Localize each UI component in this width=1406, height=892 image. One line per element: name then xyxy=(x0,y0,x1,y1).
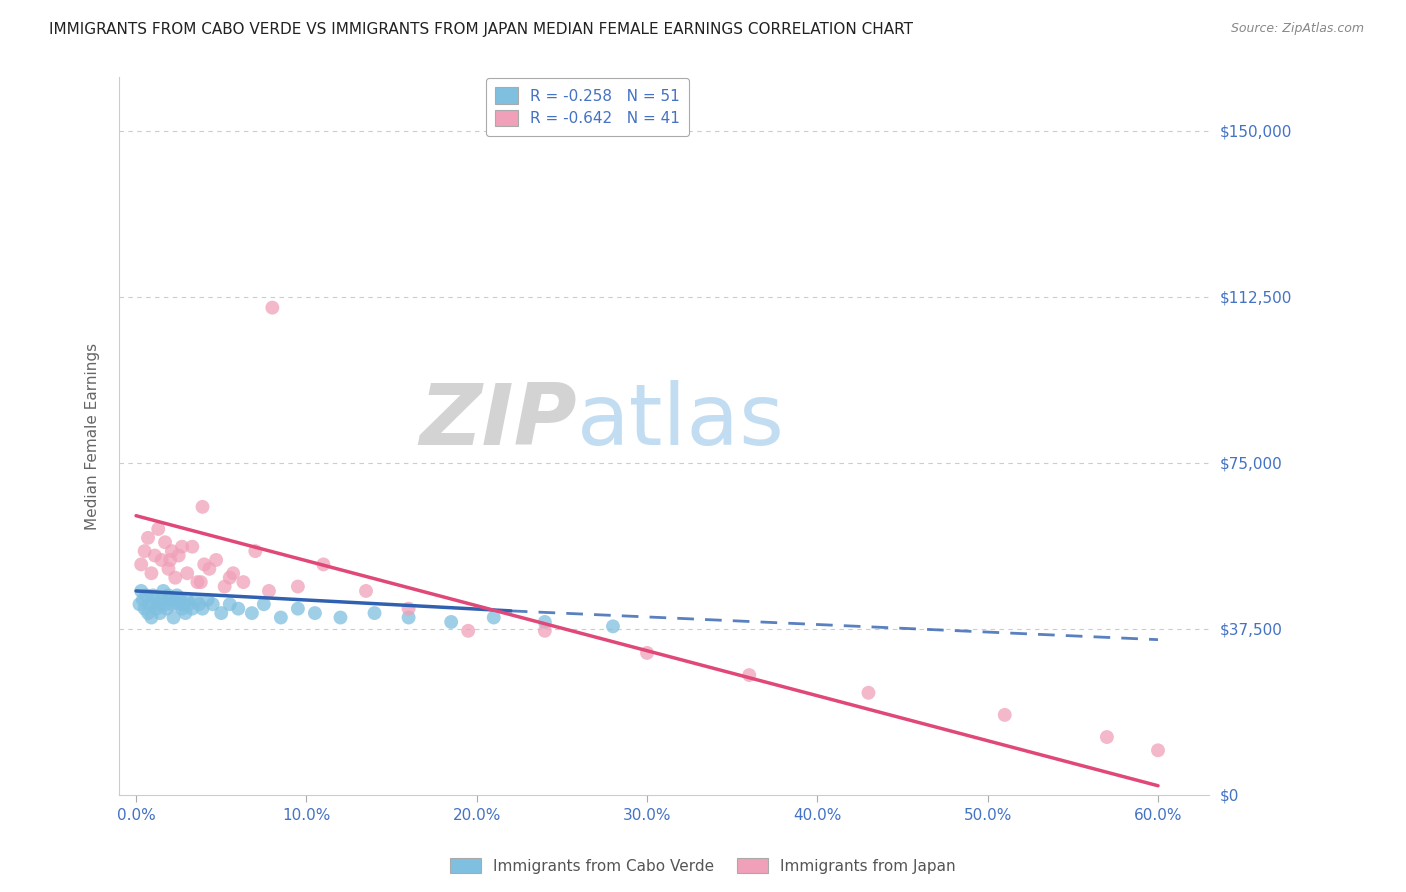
Point xyxy=(218,571,240,585)
Point xyxy=(270,610,292,624)
Point xyxy=(186,575,208,590)
Point xyxy=(129,584,152,599)
Point xyxy=(262,301,284,315)
Point xyxy=(149,606,172,620)
Point xyxy=(197,592,219,607)
Point xyxy=(191,500,214,514)
Point xyxy=(176,592,198,607)
Point xyxy=(232,575,254,590)
Point xyxy=(304,606,326,620)
Point xyxy=(145,601,167,615)
Point xyxy=(245,544,267,558)
Y-axis label: Median Female Earnings: Median Female Earnings xyxy=(86,343,100,530)
Point xyxy=(287,580,309,594)
Point xyxy=(190,575,212,590)
Point xyxy=(287,601,309,615)
Point xyxy=(240,606,263,620)
Point xyxy=(157,562,180,576)
Point xyxy=(159,592,181,607)
Point xyxy=(398,601,420,615)
Point xyxy=(148,597,170,611)
Text: ZIP: ZIP xyxy=(419,380,576,463)
Point xyxy=(181,540,204,554)
Point xyxy=(174,606,197,620)
Point xyxy=(170,540,193,554)
Point xyxy=(205,553,228,567)
Point xyxy=(354,584,377,599)
Point xyxy=(148,522,170,536)
Point xyxy=(173,597,195,611)
Point xyxy=(129,558,152,572)
Point xyxy=(209,606,232,620)
Point xyxy=(135,588,157,602)
Point xyxy=(191,601,214,615)
Point xyxy=(159,553,181,567)
Point xyxy=(162,610,184,624)
Point xyxy=(156,601,179,615)
Point xyxy=(160,597,183,611)
Point xyxy=(363,606,385,620)
Point xyxy=(166,588,188,602)
Point xyxy=(994,707,1017,722)
Point xyxy=(167,549,190,563)
Point xyxy=(128,597,150,611)
Point xyxy=(201,597,224,611)
Point xyxy=(312,558,335,572)
Point xyxy=(398,610,420,624)
Point xyxy=(440,615,463,629)
Point xyxy=(134,601,156,615)
Point xyxy=(165,571,187,585)
Point xyxy=(169,592,191,607)
Point xyxy=(141,566,163,581)
Point xyxy=(482,610,505,624)
Point xyxy=(602,619,624,633)
Point xyxy=(134,544,156,558)
Point xyxy=(226,601,249,615)
Point xyxy=(329,610,352,624)
Point xyxy=(214,580,236,594)
Point xyxy=(143,592,166,607)
Text: Source: ZipAtlas.com: Source: ZipAtlas.com xyxy=(1230,22,1364,36)
Point xyxy=(141,610,163,624)
Point xyxy=(222,566,245,581)
Point xyxy=(165,592,187,607)
Point xyxy=(138,597,160,611)
Point xyxy=(142,588,165,602)
Point xyxy=(193,558,215,572)
Point xyxy=(153,535,176,549)
Point xyxy=(136,606,159,620)
Point xyxy=(150,553,173,567)
Point xyxy=(257,584,280,599)
Point xyxy=(218,597,240,611)
Point xyxy=(157,588,180,602)
Point xyxy=(1095,730,1118,744)
Point xyxy=(177,597,200,611)
Point xyxy=(534,615,557,629)
Legend: R = -0.258   N = 51, R = -0.642   N = 41: R = -0.258 N = 51, R = -0.642 N = 41 xyxy=(486,78,689,136)
Text: IMMIGRANTS FROM CABO VERDE VS IMMIGRANTS FROM JAPAN MEDIAN FEMALE EARNINGS CORRE: IMMIGRANTS FROM CABO VERDE VS IMMIGRANTS… xyxy=(49,22,914,37)
Point xyxy=(188,597,211,611)
Point xyxy=(858,686,880,700)
Point xyxy=(143,549,166,563)
Point xyxy=(457,624,479,638)
Point xyxy=(132,592,155,607)
Point xyxy=(167,597,190,611)
Point xyxy=(176,566,198,581)
Point xyxy=(198,562,221,576)
Point xyxy=(184,592,207,607)
Point xyxy=(150,592,173,607)
Point xyxy=(738,668,761,682)
Point xyxy=(1147,743,1170,757)
Point xyxy=(253,597,276,611)
Point xyxy=(153,597,176,611)
Point xyxy=(160,544,183,558)
Point xyxy=(534,624,557,638)
Point xyxy=(181,601,204,615)
Point xyxy=(170,601,193,615)
Point xyxy=(636,646,658,660)
Text: atlas: atlas xyxy=(576,380,785,463)
Point xyxy=(152,584,174,599)
Point xyxy=(136,531,159,545)
Legend: Immigrants from Cabo Verde, Immigrants from Japan: Immigrants from Cabo Verde, Immigrants f… xyxy=(444,852,962,880)
